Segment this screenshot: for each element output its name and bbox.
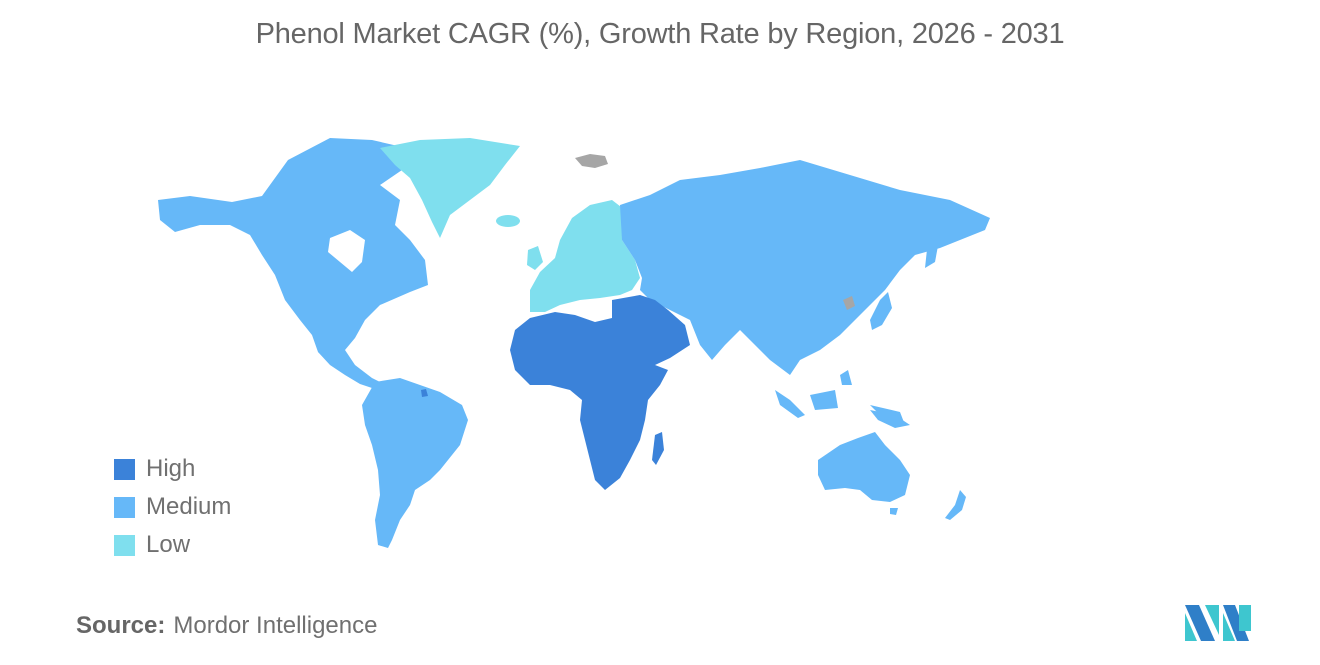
source-line: Source: Mordor Intelligence xyxy=(76,612,377,640)
legend-label: High xyxy=(146,455,196,482)
legend-label: Low xyxy=(146,531,191,558)
legend-item-low: Low xyxy=(114,526,231,564)
region-japan xyxy=(870,292,892,330)
region-svalbard xyxy=(575,154,608,168)
region-uk xyxy=(527,246,543,270)
legend: High Medium Low xyxy=(114,450,231,564)
region-iceland xyxy=(496,215,520,227)
region-greenland[interactable] xyxy=(380,138,520,238)
legend-item-high: High xyxy=(114,450,231,488)
region-middle-east-africa[interactable] xyxy=(510,295,690,490)
region-north-america[interactable] xyxy=(158,138,428,360)
legend-label: Medium xyxy=(146,493,232,520)
region-madagascar xyxy=(652,432,664,465)
chart-title: Phenol Market CAGR (%), Growth Rate by R… xyxy=(255,18,1065,50)
source-label: Source: xyxy=(76,612,166,639)
region-north-korea xyxy=(843,296,855,310)
region-europe[interactable] xyxy=(530,200,640,312)
legend-item-medium: Medium xyxy=(114,488,231,526)
legend-swatch-medium xyxy=(114,496,135,518)
legend-swatch-high xyxy=(114,458,135,480)
source-value: Mordor Intelligence xyxy=(173,612,378,639)
region-central-america[interactable] xyxy=(318,350,380,388)
region-australia[interactable] xyxy=(818,432,910,502)
region-new-zealand xyxy=(945,490,966,520)
legend-swatch-low xyxy=(114,534,135,556)
mordor-logo-icon xyxy=(1185,605,1251,641)
region-russia-asia[interactable] xyxy=(620,160,990,375)
region-south-america[interactable] xyxy=(362,378,468,548)
